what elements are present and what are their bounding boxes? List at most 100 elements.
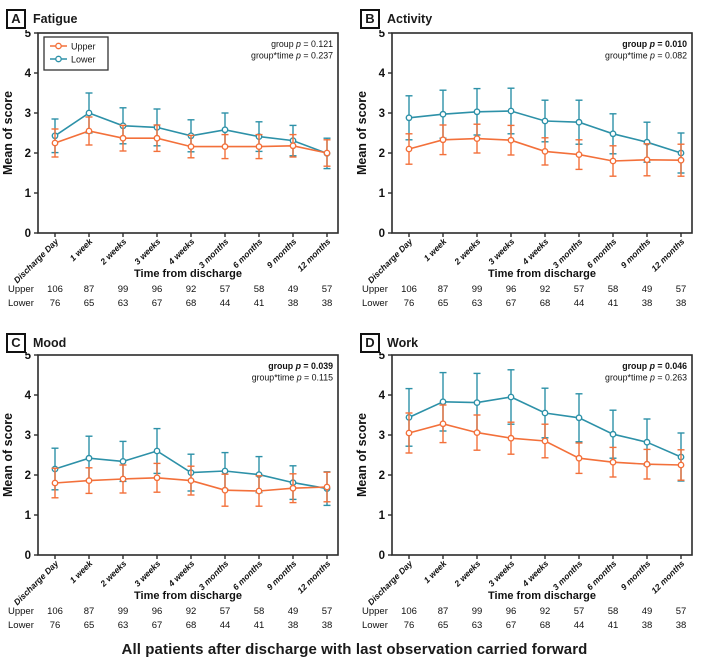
- counts-value: 41: [254, 298, 265, 309]
- counts-row-label: Upper: [8, 284, 34, 295]
- counts-value: 92: [186, 284, 197, 295]
- counts-value: 58: [254, 606, 265, 617]
- counts-value: 63: [118, 298, 129, 309]
- svg-text:4: 4: [379, 390, 386, 402]
- counts-value: 99: [472, 606, 483, 617]
- counts-row-label: Upper: [362, 284, 388, 295]
- svg-text:4 weeks: 4 weeks: [520, 558, 551, 589]
- y-axis-title: Mean of score: [355, 91, 369, 175]
- counts-value: 38: [676, 620, 687, 631]
- chart-activity: 0 1 2 3 4 5 Mean of score Discharge Day 1 week 2 …: [355, 30, 693, 309]
- svg-text:4: 4: [25, 68, 32, 80]
- svg-text:1: 1: [25, 510, 32, 522]
- counts-value: 63: [472, 298, 483, 309]
- svg-text:1 week: 1 week: [68, 557, 96, 585]
- counts-row-label: Lower: [362, 298, 388, 309]
- panel-title: Activity: [387, 11, 433, 26]
- legend-label: Lower: [71, 55, 96, 65]
- svg-text:3 months: 3 months: [551, 558, 585, 592]
- svg-text:6 months: 6 months: [231, 558, 265, 592]
- plot-frame: [37, 32, 339, 234]
- svg-text:1 week: 1 week: [422, 557, 450, 585]
- counts-value: 49: [288, 284, 299, 295]
- counts-value: 76: [50, 620, 61, 631]
- plot-frame: [391, 32, 693, 234]
- counts-value: 96: [152, 284, 163, 295]
- chart-mood: 0 1 2 3 4 5 Mean of score Discharge Day 1 week 2 …: [1, 352, 339, 631]
- stats-annotation: group p = 0.010 group*time p = 0.082: [605, 39, 687, 61]
- counts-row-label: Upper: [362, 606, 388, 617]
- svg-text:group p = 0.046: group p = 0.046: [622, 361, 687, 371]
- svg-text:9 months: 9 months: [619, 558, 653, 592]
- counts-row-label: Lower: [8, 298, 34, 309]
- svg-text:6 months: 6 months: [585, 558, 619, 592]
- counts-table: Upper 106 87 99 96 92 57 58 49 57 Lower 76 65 63 67 68 4…: [8, 284, 332, 309]
- y-axis-title: Mean of score: [1, 413, 15, 497]
- panel-title: Mood: [33, 335, 67, 350]
- counts-value: 57: [322, 606, 333, 617]
- y-axis-title: Mean of score: [355, 413, 369, 497]
- x-axis-title: Time from discharge: [134, 268, 242, 280]
- svg-text:1 week: 1 week: [68, 235, 96, 263]
- counts-value: 99: [118, 606, 129, 617]
- counts-value: 99: [118, 284, 129, 295]
- svg-text:3 weeks: 3 weeks: [486, 236, 516, 266]
- svg-text:3: 3: [25, 430, 31, 442]
- counts-value: 41: [608, 620, 619, 631]
- counts-value: 49: [642, 606, 653, 617]
- y-axis: 0 1 2 3 4 5 Mean of score: [355, 30, 392, 240]
- svg-text:group*time p = 0.115: group*time p = 0.115: [252, 373, 333, 383]
- svg-text:3 months: 3 months: [197, 236, 231, 270]
- counts-value: 65: [84, 620, 95, 631]
- counts-value: 63: [472, 620, 483, 631]
- panel-title: Work: [387, 335, 419, 350]
- counts-value: 65: [84, 298, 95, 309]
- svg-text:group p = 0.039: group p = 0.039: [268, 361, 333, 371]
- counts-table: Upper 106 87 99 96 92 57 58 49 57 Lower 76 65 63 67 68 4…: [362, 606, 686, 631]
- svg-text:group*time p = 0.263: group*time p = 0.263: [605, 373, 687, 383]
- svg-text:9 months: 9 months: [265, 236, 299, 270]
- x-axis: Discharge Day 1 week 2 weeks 3 weeks 4 weeks…: [366, 233, 687, 285]
- y-axis-title: Mean of score: [1, 91, 15, 175]
- counts-value: 76: [404, 298, 415, 309]
- counts-value: 58: [608, 284, 619, 295]
- x-axis-title: Time from discharge: [134, 590, 242, 602]
- svg-text:2 weeks: 2 weeks: [452, 558, 483, 589]
- plot-frame: [37, 354, 339, 556]
- svg-text:2: 2: [379, 470, 385, 482]
- panel-work-header: D Work: [354, 330, 709, 353]
- series-upper: [405, 404, 685, 481]
- counts-value: 44: [574, 620, 585, 631]
- counts-value: 57: [322, 284, 333, 295]
- panel-mood: C Mood 0 1 2 3 4 5 Mean of score Discharge Day 1…: [0, 330, 354, 640]
- series-upper: [405, 123, 685, 177]
- panel-label: D: [360, 332, 380, 353]
- counts-table: Upper 106 87 99 96 92 57 58 49 57 Lower 76 65 63 67 68 4…: [8, 606, 332, 631]
- svg-text:9 months: 9 months: [265, 558, 299, 592]
- x-axis: Discharge Day 1 week 2 weeks 3 weeks 4 weeks…: [12, 233, 333, 285]
- svg-text:3: 3: [25, 108, 31, 120]
- y-axis: 0 1 2 3 4 5 Mean of score: [1, 30, 38, 240]
- x-axis-title: Time from discharge: [488, 590, 596, 602]
- svg-text:5: 5: [379, 352, 386, 362]
- counts-value: 38: [322, 620, 333, 631]
- y-axis: 0 1 2 3 4 5 Mean of score: [355, 352, 392, 562]
- svg-text:group*time p = 0.237: group*time p = 0.237: [251, 51, 333, 61]
- counts-value: 68: [540, 620, 551, 631]
- counts-value: 57: [574, 284, 585, 295]
- svg-text:3 weeks: 3 weeks: [486, 558, 516, 588]
- svg-text:group*time p = 0.082: group*time p = 0.082: [605, 51, 687, 61]
- x-axis: Discharge Day 1 week 2 weeks 3 weeks 4 weeks…: [12, 555, 333, 607]
- counts-value: 92: [186, 606, 197, 617]
- svg-text:2: 2: [25, 470, 31, 482]
- svg-text:12 months: 12 months: [649, 236, 686, 273]
- panel-label: B: [360, 8, 380, 29]
- counts-table: Upper 106 87 99 96 92 57 58 49 57 Lower 76 65 63 67 68 4…: [362, 284, 686, 309]
- svg-text:3 months: 3 months: [197, 558, 231, 592]
- svg-text:0: 0: [25, 550, 31, 562]
- counts-value: 76: [404, 620, 415, 631]
- counts-value: 106: [47, 606, 63, 617]
- svg-text:2 weeks: 2 weeks: [98, 558, 129, 589]
- chart-fatigue: 0 1 2 3 4 5 Mean of score Discharge Day 1 week 2 …: [1, 30, 339, 309]
